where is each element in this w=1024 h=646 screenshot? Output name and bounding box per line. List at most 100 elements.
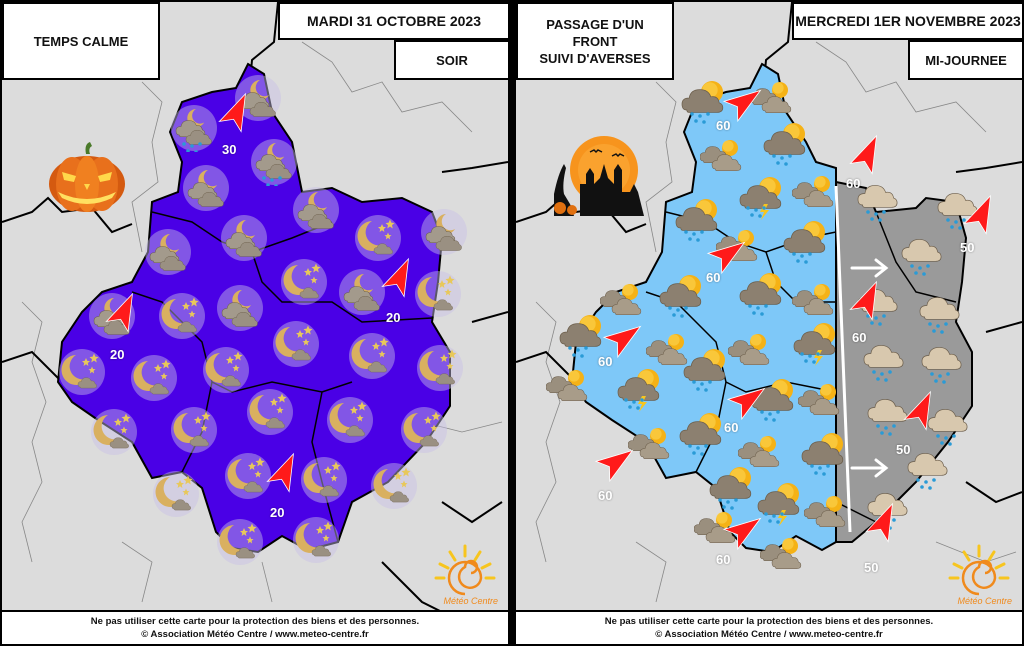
wind-gust-arrow-icon: [960, 192, 1004, 241]
jack-o-lantern-icon: [49, 142, 125, 212]
weather-summary-title: PASSAGE D'UN FRONT SUIVI D'AVERSES: [516, 2, 674, 80]
night-cloudy-icon: [292, 186, 340, 239]
cloudy-sun-rain-icon: [674, 196, 724, 247]
disclaimer-line: Ne pas utiliser cette carte pour la prot…: [604, 616, 934, 627]
weather-summary-title: TEMPS CALME: [2, 2, 160, 80]
wind-gust-value: 30: [222, 142, 237, 157]
night-clear-stars-icon: [300, 456, 348, 509]
wind-gust-arrow-icon: [263, 450, 307, 499]
map-panel-right: PASSAGE D'UN FRONT SUIVI D'AVERSES MERCR…: [514, 0, 1024, 646]
wind-gust-value: 20: [270, 505, 285, 520]
country-borders: [2, 2, 508, 612]
partly-cloudy-icon: [627, 426, 674, 465]
copyright-line: © Association Météo Centre / www.meteo-c…: [655, 629, 883, 640]
night-clear-stars-icon: [354, 214, 402, 267]
night-cloudy-icon: [234, 74, 282, 127]
rain-icon: [920, 342, 964, 391]
partly-cloudy-icon: [599, 282, 646, 321]
cloudy-sun-rain-icon: [750, 376, 800, 427]
wind-gust-value: 60: [846, 176, 861, 191]
rain-icon: [866, 394, 910, 443]
wind-gust-arrow-icon: [706, 232, 750, 281]
wind-gust-arrow-icon: [378, 255, 422, 304]
cloudy-sun-rain-icon: [558, 312, 608, 363]
map-panel-left: TEMPS CALME MARDI 31 OCTOBRE 2023 SOIR 3…: [0, 0, 510, 646]
night-clear-stars-icon: [246, 388, 294, 441]
wind-gust-arrow-icon: [602, 316, 646, 365]
wind-gust-arrow-icon: [594, 440, 638, 489]
night-clear-stars-icon: [416, 344, 464, 397]
night-cloudy-icon: [182, 164, 230, 217]
night-clear-stars-icon: [152, 470, 200, 523]
night-cloudy-icon: [144, 228, 192, 281]
cloudy-sun-rain-icon: [738, 270, 788, 321]
rain-icon: [900, 234, 944, 283]
night-clear-stars-icon: [158, 292, 206, 345]
night-clear-stars-icon: [280, 258, 328, 311]
meteo-centre-logo-icon: [948, 544, 1010, 596]
forecast-date: MERCREDI 1ER NOVEMBRE 2023: [792, 2, 1022, 40]
night-clear-stars-icon: [130, 354, 178, 407]
wind-gust-arrow-icon: [215, 90, 259, 139]
night-clear-stars-icon: [370, 462, 418, 515]
wind-gust-arrow-icon: [900, 388, 944, 437]
wind-gust-value: 60: [716, 552, 731, 567]
forecast-date: MARDI 31 OCTOBRE 2023: [278, 2, 508, 40]
partly-cloudy-icon: [693, 510, 740, 549]
night-clear-stars-icon: [272, 320, 320, 373]
wind-gust-value: 60: [598, 354, 613, 369]
forecast-time-of-day: MI-JOURNEE: [908, 40, 1022, 80]
cloudy-sun-storm-icon: [756, 480, 806, 531]
night-cloudy-rain-icon: [250, 138, 298, 191]
meteo-centre-logo-icon: [434, 544, 496, 596]
partly-cloudy-icon: [791, 282, 838, 321]
cloudy-sun-rain-icon: [782, 218, 832, 269]
partly-cloudy-icon: [791, 174, 838, 213]
logo-text: Météo Centre: [443, 596, 498, 606]
wind-gust-value: 60: [852, 330, 867, 345]
wind-gust-value: 20: [110, 347, 125, 362]
night-cloudy-rain-icon: [170, 104, 218, 157]
wind-gust-value: 50: [864, 560, 879, 575]
cloudy-sun-rain-icon: [678, 410, 728, 461]
wind-gust-value: 60: [598, 488, 613, 503]
night-clear-stars-icon: [400, 406, 448, 459]
night-clear-stars-icon: [348, 332, 396, 385]
wind-gust-arrow-icon: [102, 290, 146, 339]
night-cloudy-icon: [420, 208, 468, 261]
cloudy-sun-storm-icon: [792, 320, 842, 371]
night-cloudy-icon: [338, 268, 386, 321]
cloudy-sun-storm-icon: [616, 366, 666, 417]
wind-gust-arrow-icon: [862, 500, 906, 549]
partly-cloudy-icon: [797, 382, 844, 421]
disclaimer-footer: Ne pas utiliser cette carte pour la prot…: [2, 610, 508, 644]
night-clear-stars-icon: [170, 406, 218, 459]
disclaimer-footer: Ne pas utiliser cette carte pour la prot…: [516, 610, 1022, 644]
night-clear-stars-icon: [326, 396, 374, 449]
front-direction-arrow-icon: [850, 458, 890, 483]
wind-gust-arrow-icon: [722, 80, 766, 129]
partly-cloudy-icon: [699, 138, 746, 177]
cold-front-line: [834, 185, 852, 533]
copyright-line: © Association Météo Centre / www.meteo-c…: [141, 629, 369, 640]
cloudy-sun-storm-icon: [738, 174, 788, 225]
partly-cloudy-icon: [645, 332, 692, 371]
disclaimer-line: Ne pas utiliser cette carte pour la prot…: [90, 616, 420, 627]
wind-gust-arrow-icon: [846, 278, 890, 327]
wind-gust-value: 60: [716, 118, 731, 133]
rain-icon: [862, 340, 906, 389]
wind-gust-arrow-icon: [722, 508, 766, 557]
logo-text: Météo Centre: [957, 596, 1012, 606]
wind-gust-value: 50: [960, 240, 975, 255]
cloudy-sun-rain-icon: [708, 464, 758, 515]
rain-icon: [856, 180, 900, 229]
partly-cloudy-icon: [727, 332, 774, 371]
wind-gust-value: 50: [896, 442, 911, 457]
cloudy-sun-rain-icon: [682, 346, 732, 397]
partly-cloudy-icon: [737, 434, 784, 473]
cloudy-sun-rain-icon: [658, 272, 708, 323]
night-cloudy-icon: [216, 284, 264, 337]
department-borders-outer: [535, 41, 1017, 603]
night-clear-stars-icon: [224, 452, 272, 505]
wind-gust-value: 60: [706, 270, 721, 285]
